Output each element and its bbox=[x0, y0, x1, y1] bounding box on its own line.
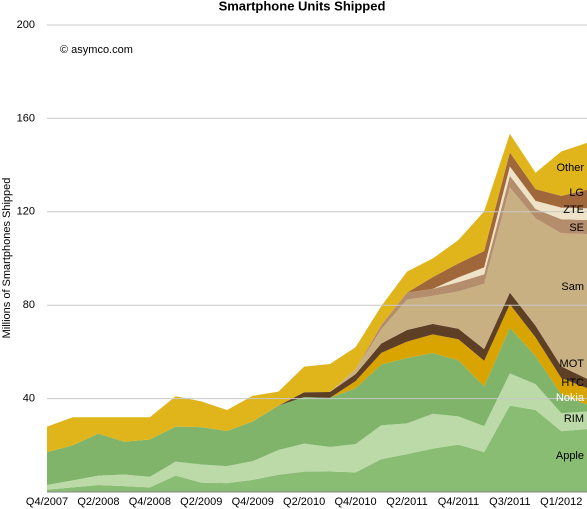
series-label: ZTE bbox=[563, 204, 584, 216]
area bbox=[47, 292, 587, 453]
x-tick-label: Q4/2010 bbox=[334, 496, 376, 508]
x-tick-label: Q2/2008 bbox=[77, 496, 119, 508]
area bbox=[47, 187, 587, 453]
series-label: LG bbox=[569, 187, 584, 199]
x-tick-label: Q3/2011 bbox=[489, 496, 530, 508]
annotation: © asymco.com bbox=[60, 44, 133, 56]
series-label: Nokia bbox=[556, 392, 585, 404]
y-tick-label: 120 bbox=[17, 206, 35, 218]
area bbox=[47, 327, 587, 485]
area bbox=[47, 304, 587, 453]
y-tick-label: 200 bbox=[17, 19, 35, 31]
x-tick-label: Q4/2011 bbox=[438, 496, 479, 508]
series-label: HTC bbox=[561, 377, 584, 389]
area bbox=[47, 373, 587, 490]
y-tick-label: 160 bbox=[17, 112, 35, 124]
series-label: Apple bbox=[556, 450, 584, 462]
series-label: Sam bbox=[561, 281, 584, 293]
series-label: RIM bbox=[564, 413, 584, 425]
area bbox=[47, 405, 587, 492]
series-label: MOT bbox=[560, 358, 585, 370]
y-tick-label: 80 bbox=[23, 299, 35, 311]
y-axis-label: Millions of Smartphones Shipped bbox=[1, 178, 13, 339]
x-tick-label: Q4/2009 bbox=[232, 496, 274, 508]
series-label: Other bbox=[556, 162, 584, 174]
x-tick-label: Q2/2011 bbox=[386, 496, 427, 508]
x-tick-label: Q4/2007 bbox=[26, 496, 68, 508]
series-label: SE bbox=[569, 222, 584, 234]
area bbox=[47, 133, 587, 453]
x-tick-label: Q1/2012 bbox=[540, 496, 582, 508]
chart-title: Smartphone Units Shipped bbox=[219, 0, 386, 13]
x-tick-label: Q2/2010 bbox=[283, 496, 325, 508]
x-tick-label: Q2/2009 bbox=[180, 496, 222, 508]
y-tick-label: 40 bbox=[23, 393, 35, 405]
x-tick-label: Q4/2008 bbox=[129, 496, 171, 508]
